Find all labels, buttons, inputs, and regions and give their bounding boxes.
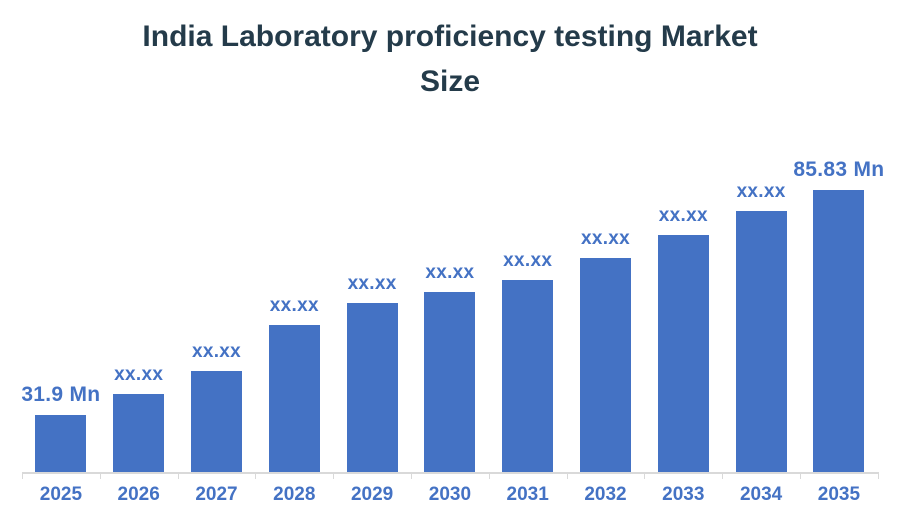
x-axis-label-2028: 2028 — [273, 484, 316, 505]
x-axis-tick — [177, 472, 179, 479]
x-axis-tick — [255, 472, 257, 479]
bar-2033 — [657, 235, 709, 472]
x-axis-tick — [99, 472, 101, 479]
x-axis-tick — [877, 472, 879, 479]
x-axis-tick — [22, 472, 23, 479]
bar-value-label-2035: 85.83 Mn — [793, 158, 885, 181]
bar-value-label-2031: xx.xx — [503, 250, 553, 271]
x-axis-tick — [800, 472, 801, 479]
bar-2034 — [735, 211, 787, 472]
bar-2030 — [424, 292, 476, 472]
bar-value-label-2032: xx.xx — [580, 228, 631, 249]
bar-value-label-2029: xx.xx — [347, 273, 397, 294]
x-axis-label-2025: 2025 — [39, 484, 83, 505]
x-axis-label-2026: 2026 — [117, 484, 160, 505]
x-axis-tick — [722, 472, 724, 479]
bar-value-label-2026: xx.xx — [114, 364, 164, 385]
bar-2025 — [35, 415, 87, 472]
x-axis-tick — [566, 472, 568, 479]
x-axis-label-2032: 2032 — [584, 484, 627, 505]
bar-2031 — [502, 280, 554, 472]
x-axis-label-2034: 2034 — [739, 484, 783, 505]
bar-2029 — [346, 303, 398, 472]
bar-2028 — [268, 325, 320, 472]
x-axis-tick — [333, 472, 335, 479]
bar-value-label-2030: xx.xx — [425, 262, 475, 283]
chart-title-line-2: Size — [419, 65, 481, 98]
bar-value-label-2028: xx.xx — [269, 295, 319, 316]
bar-value-label-2025: 31.9 Mn — [21, 383, 101, 406]
x-axis-tick — [644, 472, 646, 479]
bar-2035 — [813, 190, 865, 472]
bar-2032 — [580, 258, 631, 472]
bar-2027 — [191, 371, 242, 472]
x-axis-label-2027: 2027 — [195, 484, 238, 505]
x-axis-tick — [488, 472, 490, 479]
chart-title-line-1: India Laboratory proficiency testing Mar… — [142, 20, 758, 53]
x-axis-tick — [411, 472, 412, 479]
x-axis-label-2035: 2035 — [817, 484, 861, 505]
x-axis-line — [22, 472, 878, 474]
x-axis-label-2031: 2031 — [506, 484, 549, 505]
x-axis-label-2030: 2030 — [428, 484, 472, 505]
bar-2026 — [113, 394, 165, 472]
bar-value-label-2033: xx.xx — [658, 205, 708, 226]
x-axis-label-2029: 2029 — [350, 484, 394, 505]
chart-title: India Laboratory proficiency testing Mar… — [0, 14, 900, 104]
bar-value-label-2034: xx.xx — [736, 181, 786, 202]
x-axis-label-2033: 2033 — [662, 484, 705, 505]
bar-value-label-2027: xx.xx — [191, 341, 242, 362]
